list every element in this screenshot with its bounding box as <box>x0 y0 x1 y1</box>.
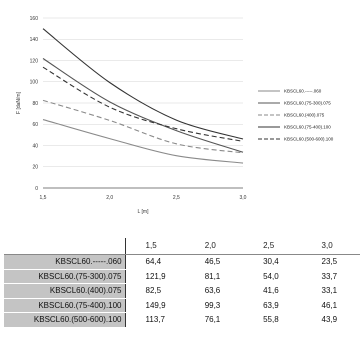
series-line <box>42 119 244 164</box>
y-tick-label: 120 <box>30 58 39 64</box>
data-table-container: 1,5 2,0 2,5 3,0 KBSCL60.-----.060 64,4 4… <box>4 238 360 328</box>
line-chart: 0 20 40 60 80 100 120 140 160 1,5 2,0 2,5 3,0 L [m] F … <box>16 16 334 215</box>
series-line <box>42 99 244 154</box>
table-cell: 54,0 <box>263 271 279 281</box>
table-cell: 64,4 <box>145 257 162 267</box>
data-table: 1,5 2,0 2,5 3,0 KBSCL60.-----.060 64,4 4… <box>4 238 360 328</box>
table-cell: 23,5 <box>321 257 338 267</box>
table-cell: 149,9 <box>145 300 166 310</box>
table-cell: 121,9 <box>145 271 166 281</box>
table-cell: 41,6 <box>263 286 279 295</box>
table-row: KBSCL60.(75-400).100 149,9 99,3 63,9 46,… <box>4 298 360 313</box>
y-tick-label: 20 <box>32 165 38 171</box>
series-line <box>42 66 244 142</box>
table-row: KBSCL60.(500-600).100 113,7 76,1 55,8 43… <box>4 312 360 328</box>
y-tick-label: 100 <box>30 80 39 86</box>
column-header: 2,0 <box>184 238 244 255</box>
table-cell: 30,4 <box>263 257 279 267</box>
table-cell: 33,1 <box>321 286 338 295</box>
table-row: KBSCL60.(75-300).075 121,9 81,1 54,0 33,… <box>4 269 360 284</box>
table-row: KBSCL60.-----.060 64,4 46,5 30,4 23,5 <box>4 254 360 270</box>
y-tick-label: 160 <box>30 16 39 22</box>
row-label: KBSCL60.-----.060 <box>4 254 126 270</box>
table-cell: 33,7 <box>321 271 338 281</box>
column-header: 2,5 <box>243 238 302 255</box>
x-tick-label: 2,0 <box>106 195 113 201</box>
legend-label: KBSCL60.(75-300).075 <box>284 101 331 106</box>
row-label: KBSCL60.(75-400).100 <box>4 298 126 313</box>
x-tick-label: 1,5 <box>40 195 47 201</box>
chart-area: 0 20 40 60 80 100 120 140 160 1,5 2,0 2,5 3,0 L [m] F … <box>16 16 334 215</box>
y-axis-label: F [daN/m] <box>16 91 22 114</box>
x-tick-label: 2,5 <box>173 195 180 201</box>
table-cell: 43,9 <box>321 315 338 324</box>
row-label: KBSCL60.(75-300).075 <box>4 269 126 284</box>
legend-label: KBSCL60.-----.060 <box>284 89 322 94</box>
legend-label: KBSCL60.(75-400).100 <box>284 125 331 130</box>
table-cell: 46,5 <box>204 257 221 267</box>
y-tick-label: 60 <box>32 122 38 128</box>
table-corner <box>4 238 126 255</box>
y-tick-label: 40 <box>32 143 38 149</box>
table-cell: 76,1 <box>204 315 221 324</box>
row-label: KBSCL60.(400).075 <box>4 283 126 299</box>
legend-label: KBSCL60.(400).075 <box>284 113 325 118</box>
table-header-row: 1,5 2,0 2,5 3,0 <box>4 238 360 255</box>
y-tick-label: 0 <box>35 186 38 192</box>
y-tick-label: 140 <box>30 37 39 43</box>
table-cell: 82,5 <box>145 286 162 295</box>
legend-label: KBSCL60.(500-600).100 <box>284 137 334 142</box>
table-cell: 99,3 <box>204 300 221 310</box>
column-header: 1,5 <box>125 238 185 255</box>
series-line <box>42 28 244 140</box>
table-row: KBSCL60.(400).075 82,5 63,6 41,6 33,1 <box>4 283 360 299</box>
table-cell: 46,1 <box>321 300 338 310</box>
x-axis-label: L [m] <box>138 209 150 215</box>
x-tick-label: 3,0 <box>240 195 247 201</box>
table-cell: 63,9 <box>263 300 279 310</box>
table-cell: 113,7 <box>145 315 165 324</box>
y-tick-label: 80 <box>32 101 38 107</box>
table-cell: 81,1 <box>204 271 221 281</box>
row-label: KBSCL60.(500-600).100 <box>4 312 126 328</box>
series-line <box>42 58 244 153</box>
column-header: 3,0 <box>301 238 360 255</box>
table-cell: 63,6 <box>204 286 221 295</box>
table-cell: 55,8 <box>263 315 279 324</box>
